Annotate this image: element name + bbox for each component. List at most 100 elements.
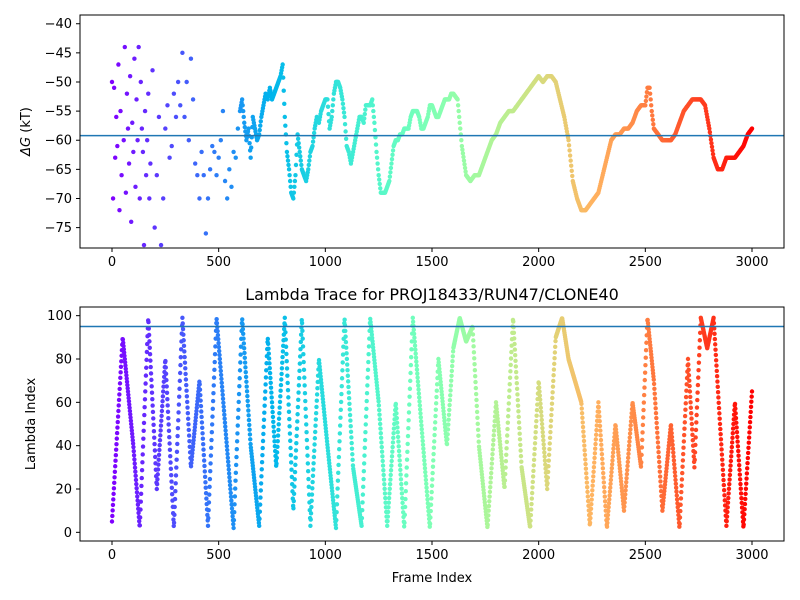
- dg-point: [463, 169, 468, 174]
- lambda-point: [209, 430, 215, 435]
- lambda-point: [234, 446, 239, 452]
- lambda-point: [697, 353, 702, 358]
- lambda-point: [584, 480, 590, 485]
- lambda-point: [247, 422, 252, 428]
- lambda-point: [266, 346, 271, 351]
- dg-point: [459, 138, 464, 143]
- lambda-point: [211, 391, 216, 396]
- lambda-point: [507, 388, 512, 393]
- lambda-point: [311, 454, 317, 460]
- lambda-point: [548, 429, 553, 435]
- lambda-point: [640, 430, 645, 435]
- lambda-point: [747, 425, 752, 430]
- lambda-point: [530, 485, 535, 490]
- lambda-point: [415, 379, 421, 384]
- lambda-point: [234, 454, 239, 460]
- lambda-point: [622, 496, 628, 501]
- dg-point: [331, 97, 336, 102]
- lambda-point: [379, 444, 384, 450]
- lambda-point: [718, 431, 723, 437]
- lambda-point: [232, 510, 237, 515]
- lambda-point: [551, 378, 556, 384]
- lambda-point: [628, 419, 634, 424]
- lambda-point: [245, 393, 250, 399]
- lambda-point: [552, 355, 557, 361]
- lambda-point: [217, 356, 223, 362]
- lambda-point: [682, 426, 687, 431]
- lambda-point: [602, 489, 607, 495]
- lambda-point: [513, 369, 519, 375]
- lambda-point: [516, 414, 521, 420]
- lambda-point: [615, 443, 620, 448]
- lambda-point: [596, 409, 602, 414]
- dg-point: [142, 108, 148, 114]
- lambda-point: [189, 454, 195, 459]
- dg-point: [709, 140, 714, 146]
- lambda-point: [244, 379, 249, 384]
- lambda-point: [141, 436, 146, 441]
- lambda-point: [736, 448, 741, 454]
- lambda-point: [364, 391, 370, 396]
- lambda-point: [695, 382, 701, 388]
- lambda-point: [373, 367, 378, 372]
- lambda-point: [143, 381, 148, 386]
- lambda-point: [151, 429, 157, 434]
- lambda-point: [655, 430, 660, 435]
- dg-point: [138, 79, 143, 85]
- lambda-point: [432, 432, 437, 438]
- lambda-point: [729, 440, 735, 445]
- dg-point: [569, 168, 574, 174]
- lambda-point: [283, 330, 288, 335]
- lambda-point: [618, 472, 623, 478]
- lambda-point: [439, 389, 444, 394]
- lambda-point: [500, 468, 505, 473]
- lambda-point: [496, 429, 502, 434]
- dg-point: [114, 114, 119, 120]
- lambda-point: [436, 356, 441, 362]
- lambda-point: [297, 368, 302, 374]
- lambda-point: [169, 479, 174, 484]
- lambda-point: [390, 449, 395, 454]
- lambda-point: [643, 362, 648, 368]
- lambda-point: [640, 437, 645, 443]
- lambda-point: [475, 421, 480, 427]
- lambda-point: [280, 354, 285, 360]
- dg-point: [193, 161, 198, 166]
- dg-point: [390, 148, 396, 153]
- dg-ytick-label: −75: [45, 221, 72, 236]
- lambda-point: [389, 454, 395, 459]
- lambda-point: [371, 354, 377, 360]
- lambda-point: [177, 378, 183, 384]
- lambda-point: [361, 461, 367, 466]
- lambda-point: [238, 360, 243, 365]
- lambda-point: [719, 452, 725, 457]
- lambda-point: [499, 458, 504, 464]
- lambda-point: [664, 469, 669, 474]
- lambda-point: [737, 462, 742, 468]
- lambda-point: [487, 489, 493, 495]
- dg-point: [240, 103, 245, 108]
- lambda-point: [656, 449, 661, 455]
- dg-point: [281, 88, 286, 93]
- lambda-point: [498, 445, 503, 451]
- lambda-point: [518, 442, 523, 448]
- lambda-point: [678, 502, 683, 507]
- dg-point: [186, 138, 191, 143]
- dg-xtick-label: 1000: [309, 255, 342, 270]
- lambda-point: [587, 520, 593, 525]
- dg-point: [377, 177, 382, 182]
- lambda-point: [160, 394, 166, 399]
- lambda-point: [123, 369, 129, 375]
- dg-point: [225, 196, 230, 201]
- lambda-point: [268, 375, 273, 381]
- lambda-point: [161, 384, 166, 389]
- lambda-point: [139, 468, 145, 473]
- lambda-point: [516, 420, 522, 425]
- lambda-point: [397, 453, 402, 458]
- lambda-point: [286, 409, 292, 415]
- lambda-point: [414, 363, 419, 368]
- lambda-point: [313, 429, 318, 435]
- lambda-point: [517, 437, 523, 442]
- lambda-point: [246, 408, 251, 413]
- lambda-point: [670, 446, 676, 451]
